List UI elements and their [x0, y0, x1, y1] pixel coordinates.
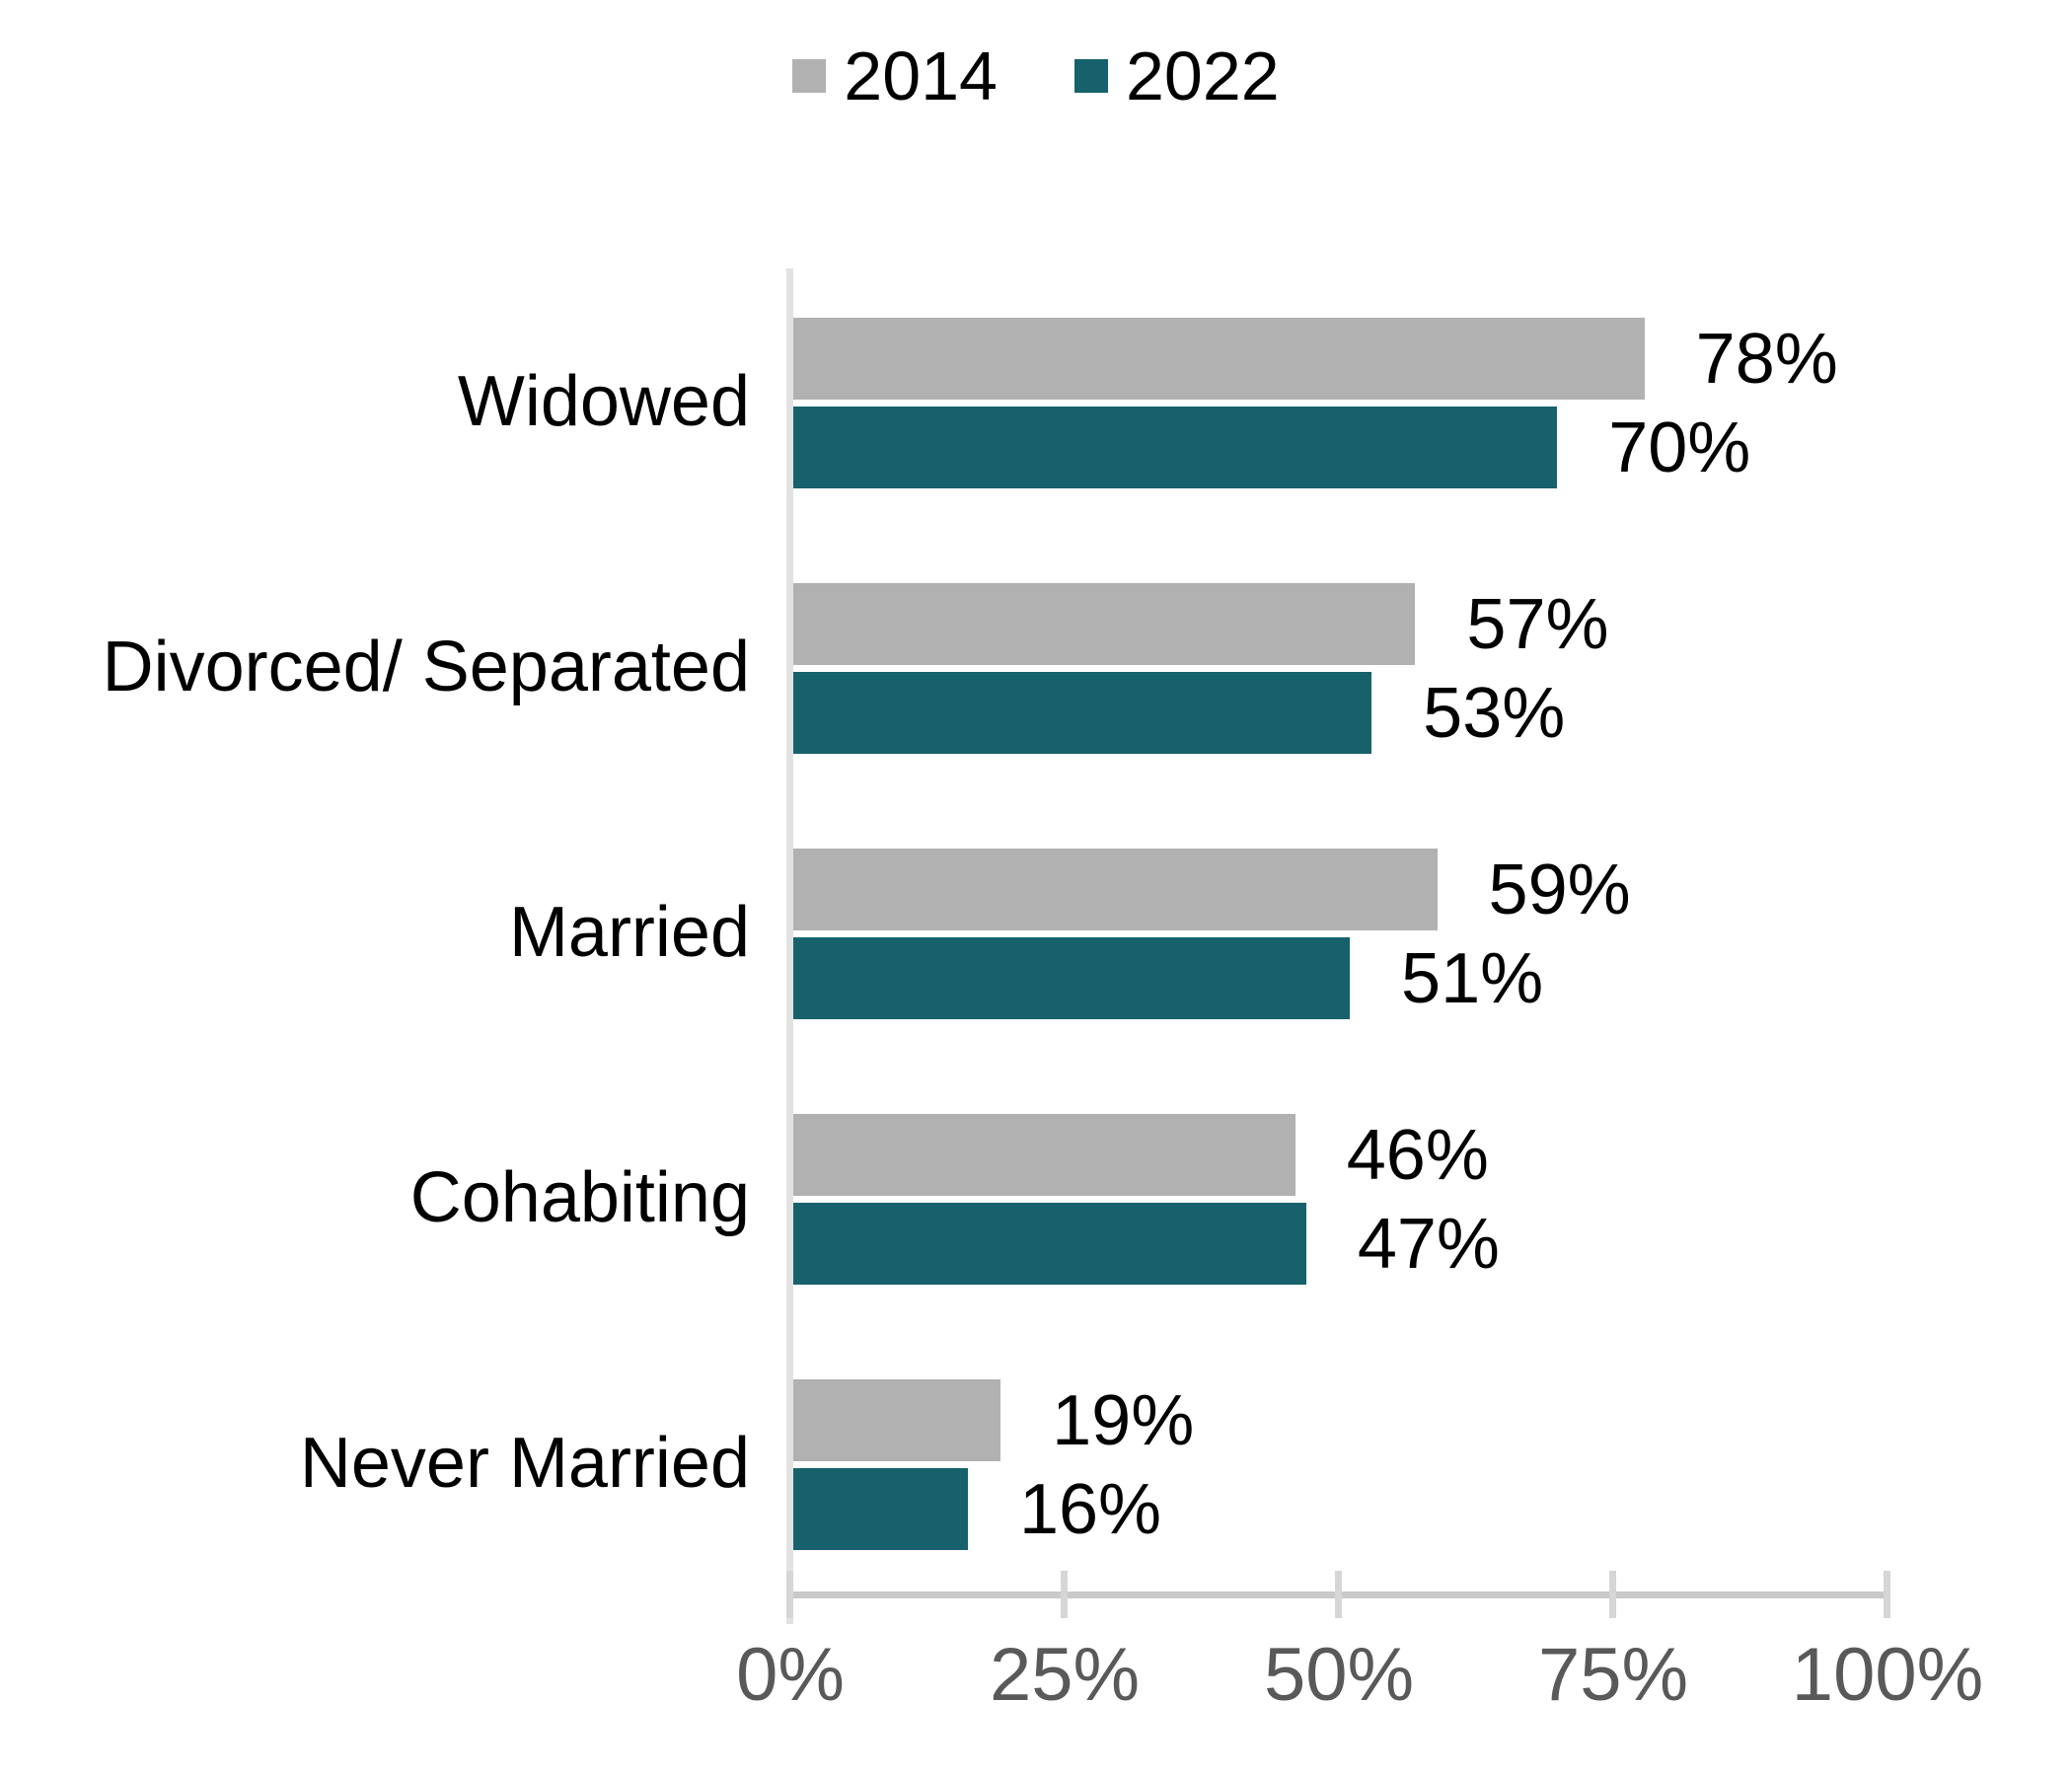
bar-value-label: 78% [1695, 319, 1838, 399]
legend-label-2014: 2014 [844, 37, 998, 114]
bar-value-label: 19% [1052, 1380, 1195, 1460]
legend-swatch-2014-icon [792, 59, 827, 93]
bar-value-label: 47% [1357, 1204, 1500, 1284]
legend-item-2014: 2014 [792, 41, 998, 111]
bar-2014 [793, 318, 1645, 400]
category-label: Married [508, 893, 750, 972]
bar-2022 [793, 1203, 1306, 1285]
y-axis-line [786, 268, 793, 1624]
bar-2014 [793, 1379, 1001, 1461]
bar-2022 [793, 937, 1351, 1019]
x-axis-tick-label: 50% [1263, 1633, 1415, 1717]
x-axis-tick [1884, 1571, 1890, 1618]
x-axis-tick-label: 100% [1791, 1633, 1984, 1717]
x-axis-tick [1061, 1571, 1068, 1618]
category-label: Divorced/ Separated [102, 628, 750, 706]
bar-value-label: 16% [1018, 1469, 1162, 1549]
bar-value-label: 53% [1423, 673, 1566, 753]
category-label: Cohabiting [409, 1158, 750, 1237]
bar-2022 [793, 672, 1372, 754]
x-axis-tick-label: 25% [989, 1633, 1141, 1717]
legend-label-2022: 2022 [1126, 37, 1280, 114]
bar-value-label: 57% [1466, 584, 1609, 664]
x-axis-tick-label: 75% [1537, 1633, 1689, 1717]
x-axis-tick-label: 0% [736, 1633, 845, 1717]
x-axis-tick [1335, 1571, 1342, 1618]
bar-value-label: 70% [1608, 407, 1751, 487]
x-axis-tick [1609, 1571, 1616, 1618]
bar-value-label: 46% [1346, 1115, 1489, 1195]
bar-value-label: 59% [1488, 850, 1631, 929]
legend-swatch-2022-icon [1074, 59, 1108, 93]
bar-2014 [793, 1114, 1295, 1196]
legend: 2014 2022 [0, 41, 2072, 111]
bar-2014 [793, 849, 1438, 930]
category-label: Never Married [299, 1424, 750, 1503]
bar-value-label: 51% [1401, 938, 1544, 1018]
bar-2022 [793, 1468, 968, 1550]
x-axis-tick [786, 1571, 793, 1618]
category-label: Widowed [457, 362, 750, 441]
legend-item-2022: 2022 [1074, 41, 1280, 111]
bar-2014 [793, 583, 1416, 665]
bar-2022 [793, 407, 1558, 488]
